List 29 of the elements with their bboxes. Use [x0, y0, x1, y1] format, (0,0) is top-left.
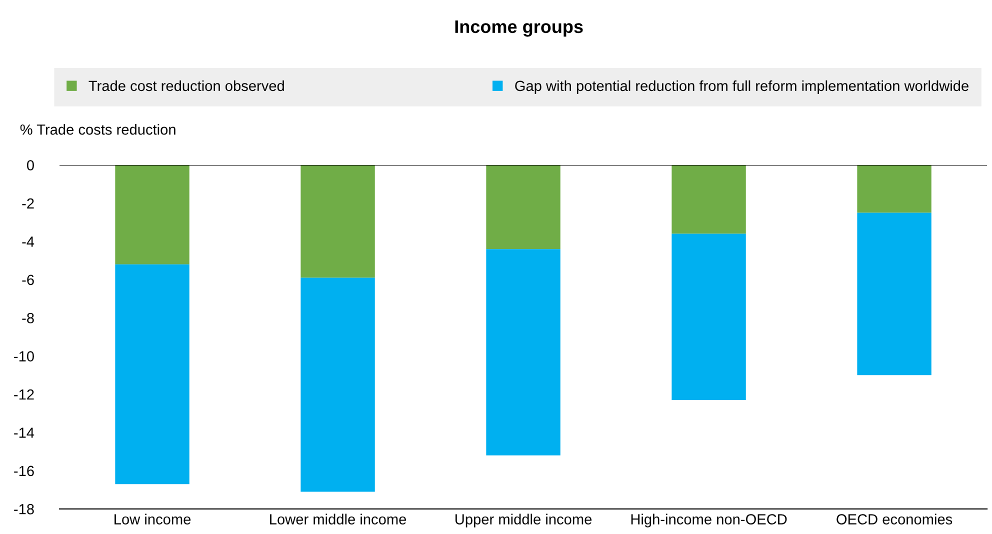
y-tick-label: -6	[22, 274, 34, 286]
x-tick-label: OECD economies	[836, 514, 952, 524]
bar	[857, 212, 932, 376]
x-tick-label: Upper middle income	[456, 514, 592, 528]
y-tick-label: -8	[22, 312, 34, 324]
y-tick-label: -4	[22, 236, 34, 247]
legend-label: Trade cost reduction observed	[88, 80, 284, 92]
bar	[857, 165, 932, 213]
y-tick-label: -10	[14, 351, 34, 362]
bar	[115, 165, 190, 264]
y-tick-label: -12	[14, 389, 34, 400]
y-tick-label: -18	[14, 504, 34, 514]
y-tick-label: 0	[26, 160, 34, 170]
bar	[486, 165, 560, 250]
bar	[672, 234, 746, 400]
bar	[300, 165, 375, 278]
x-tick-label: Lower middle income	[270, 514, 406, 524]
chart-title: Income groups	[455, 20, 583, 37]
y-axis-title: % Trade costs reduction	[20, 124, 176, 135]
x-tick-label: Low income	[114, 514, 191, 524]
y-tick-label: -16	[14, 466, 34, 476]
y-tick-label: -14	[14, 428, 34, 438]
y-tick-label: -2	[22, 198, 34, 208]
bar	[672, 165, 746, 234]
bar	[115, 264, 190, 484]
bar	[300, 278, 375, 492]
legend-label: Gap with potential reduction from full reform implementation worldwide	[515, 80, 968, 94]
bar	[486, 249, 560, 456]
x-tick-label: High-income non-OECD	[631, 514, 787, 528]
